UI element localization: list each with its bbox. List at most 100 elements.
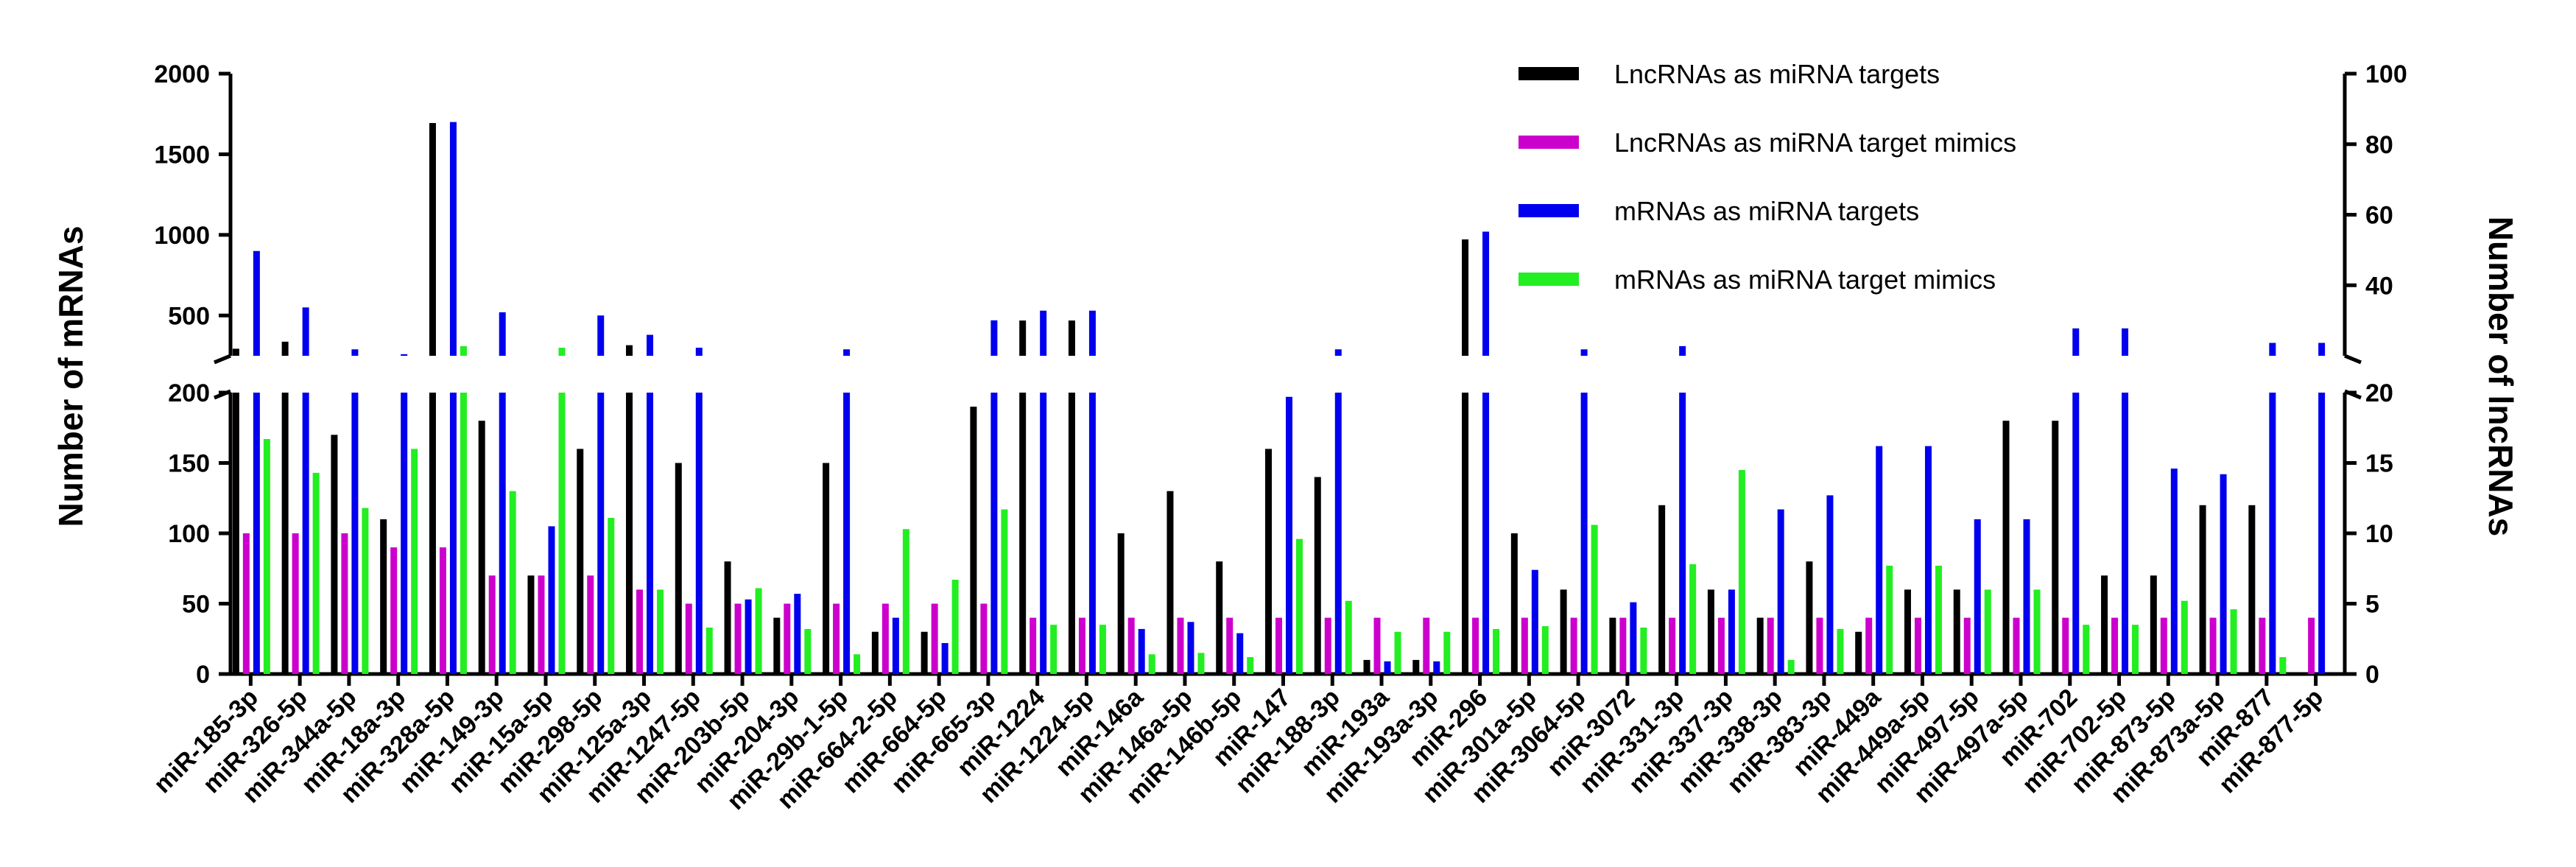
bar-upper	[1019, 320, 1027, 356]
bars	[232, 122, 2326, 674]
bar	[881, 603, 889, 674]
bar	[734, 603, 742, 674]
right-tick-upper-label: 20	[2365, 379, 2393, 407]
left-tick-upper-label: 1000	[154, 222, 210, 250]
bar	[626, 393, 633, 674]
left-tick-upper-label: 500	[168, 302, 210, 330]
bar-upper	[990, 320, 998, 356]
bar	[608, 517, 615, 674]
bar	[2101, 575, 2108, 674]
bar	[1756, 617, 1764, 674]
bar-upper	[2269, 343, 2276, 356]
bar	[411, 449, 418, 674]
bar	[2181, 600, 2188, 674]
bar-upper	[460, 345, 467, 356]
bar	[2072, 393, 2080, 674]
bar	[1541, 626, 1549, 674]
bar	[302, 393, 309, 674]
bar	[647, 393, 654, 674]
bar	[794, 594, 801, 674]
bar	[1040, 393, 1047, 674]
bar	[705, 627, 713, 674]
bar	[1001, 509, 1008, 674]
bar	[636, 589, 644, 674]
right-tick-upper-label: 60	[2365, 202, 2393, 230]
bar	[1412, 659, 1420, 674]
bar	[1914, 617, 1921, 674]
bar-upper	[843, 349, 851, 356]
bar	[548, 526, 555, 674]
bar	[1493, 628, 1500, 674]
right-tick-upper-label: 100	[2365, 60, 2407, 88]
bar	[1177, 617, 1184, 674]
bar-upper	[695, 348, 703, 356]
bar	[390, 547, 398, 674]
bar	[1148, 654, 1155, 674]
bar	[1462, 393, 1469, 674]
bar	[2132, 625, 2139, 674]
bar-upper	[499, 312, 506, 356]
bar-upper	[1580, 349, 1588, 356]
category-labels: miR-185-3pmiR-326-5pmiR-344a-5pmiR-18a-3…	[149, 674, 2329, 815]
bar	[1865, 617, 1873, 674]
bar	[1886, 565, 1893, 674]
bar	[784, 603, 791, 674]
bar	[2033, 589, 2041, 674]
left-tick-upper-label: 2000	[154, 60, 210, 88]
bar	[1019, 393, 1027, 674]
bar	[990, 393, 998, 674]
bar	[1717, 617, 1725, 674]
bar	[488, 575, 496, 674]
bar-upper	[2122, 328, 2129, 356]
bar	[538, 575, 545, 674]
left-tick-lower-label: 50	[182, 591, 210, 619]
bar	[351, 393, 359, 674]
bar	[1738, 470, 1745, 674]
axis-ticks: 0501001502005001000150020000510152020406…	[154, 60, 2407, 689]
bar	[1030, 617, 1037, 674]
bar	[1679, 393, 1686, 674]
bar	[1806, 561, 1813, 674]
bar	[449, 393, 457, 674]
bar	[1384, 661, 1391, 674]
bar	[2248, 505, 2256, 674]
bar	[1275, 617, 1282, 674]
bar-upper	[232, 348, 239, 356]
bar	[587, 575, 594, 674]
right-tick-lower-label: 10	[2365, 520, 2393, 548]
bar-upper	[1088, 310, 1096, 356]
bar	[1787, 659, 1795, 674]
bar	[2052, 421, 2059, 674]
bar-upper	[281, 341, 289, 356]
bar	[401, 393, 408, 674]
bar	[1363, 659, 1370, 674]
bar	[341, 533, 348, 674]
bar	[921, 631, 928, 674]
bar	[1334, 393, 1342, 674]
bar	[1953, 589, 1960, 674]
bar	[1247, 657, 1254, 674]
bar	[1728, 589, 1735, 674]
bar-upper	[449, 122, 457, 356]
bar	[1640, 627, 1647, 674]
bar	[1984, 589, 1991, 674]
bar	[1689, 564, 1697, 674]
right-tick-lower-label: 15	[2365, 450, 2393, 478]
bar	[1314, 477, 1321, 674]
bar	[1050, 625, 1058, 674]
bar	[1767, 617, 1774, 674]
bar	[755, 588, 762, 674]
bar	[242, 533, 250, 674]
bar	[724, 561, 731, 674]
bar	[951, 580, 959, 674]
bar	[1265, 449, 1272, 674]
bar	[1138, 628, 1145, 674]
bar	[1068, 393, 1075, 674]
bar	[833, 603, 840, 674]
bar	[2279, 657, 2287, 674]
bar-upper	[597, 315, 605, 356]
bar	[1904, 589, 1911, 674]
bar	[773, 617, 781, 674]
bar	[362, 508, 369, 674]
